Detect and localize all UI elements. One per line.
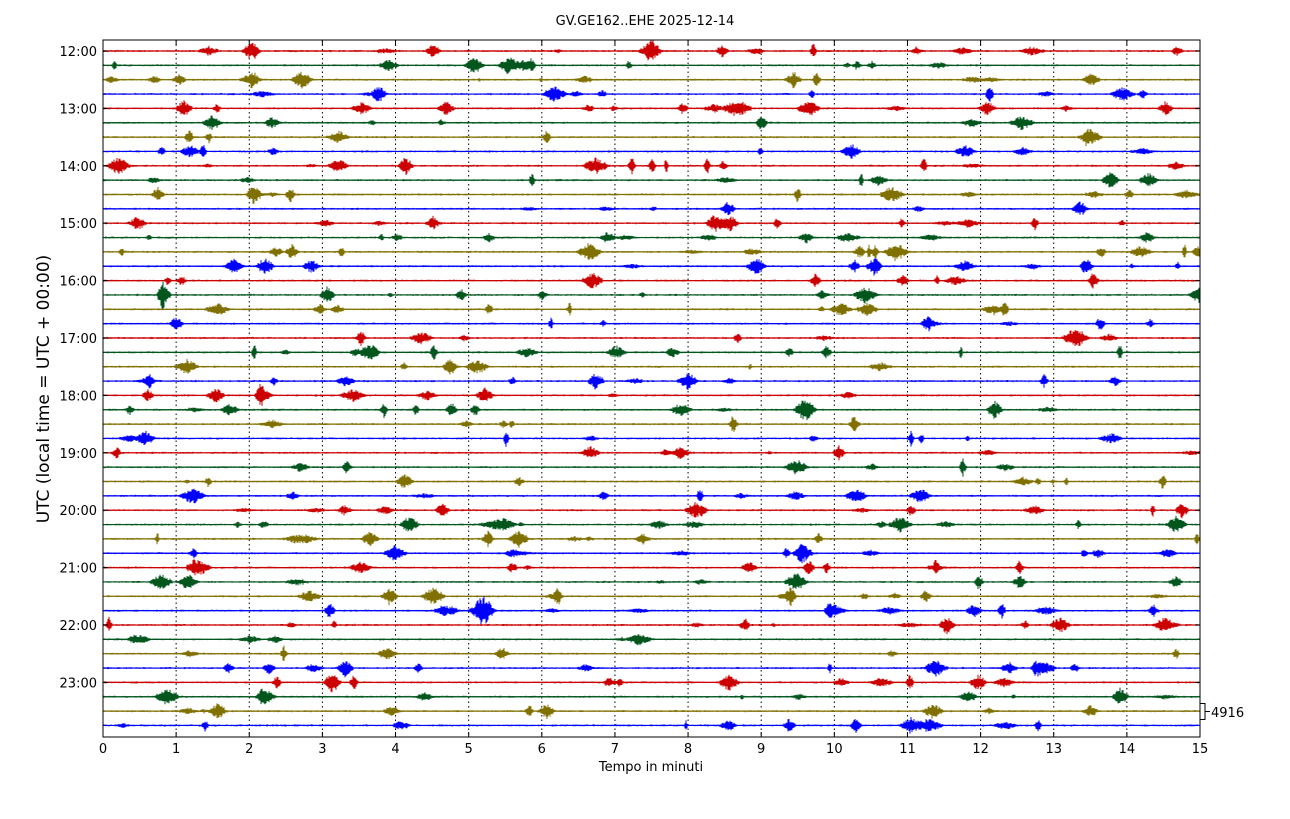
y-tick-label: 23:00 [60, 676, 97, 691]
trace-line [102, 187, 1201, 204]
y-tick-label: 22:00 [60, 619, 97, 634]
trace-line [102, 39, 1201, 61]
x-tick-label: 12 [972, 742, 989, 757]
x-axis-label: Tempo in minuti [598, 760, 703, 775]
chart-title: GV.GE162..EHE 2025-12-14 [556, 14, 735, 29]
x-tick-label: 10 [826, 742, 843, 757]
x-tick-label: 6 [538, 742, 546, 757]
trace-line [102, 573, 1201, 589]
x-tick-label: 13 [1045, 742, 1062, 757]
scale-bar-label: 4916 [1211, 706, 1244, 721]
x-tick-label: 5 [465, 742, 473, 757]
trace-line [102, 660, 1201, 678]
y-tick-label: 21:00 [60, 562, 97, 577]
trace-line [102, 258, 1201, 276]
y-tick-label: 13:00 [60, 102, 97, 117]
x-axis: 0 1 2 3 4 5 6 7 8 9 10 11 12 13 14 15 [99, 40, 1208, 757]
x-tick-label: 14 [1119, 742, 1136, 757]
x-tick-label: 15 [1192, 742, 1209, 757]
y-tick-label: 15:00 [60, 217, 97, 232]
y-axis-label: UTC (local time = UTC + 00:00) [34, 255, 54, 524]
x-tick-label: 8 [684, 742, 692, 757]
x-tick-label: 2 [245, 742, 253, 757]
y-tick-label: 18:00 [60, 389, 97, 404]
x-tick-label: 4 [391, 742, 399, 757]
x-tick-label: 7 [611, 742, 619, 757]
trace-line [102, 400, 1201, 421]
x-tick-label: 9 [757, 742, 765, 757]
y-tick-label: 12:00 [60, 45, 97, 60]
trace-line [102, 674, 1201, 693]
scale-bar-bracket [1200, 703, 1206, 720]
y-tick-label: 16:00 [60, 275, 97, 290]
x-tick-label: 3 [318, 742, 326, 757]
y-tick-label: 20:00 [60, 504, 97, 519]
y-tick-label: 19:00 [60, 447, 97, 462]
trace-group [102, 39, 1201, 734]
y-tick-label: 14:00 [60, 160, 97, 175]
y-tick-label: 17:00 [60, 332, 97, 347]
x-tick-label: 1 [172, 742, 180, 757]
plot-frame [102, 39, 1201, 738]
y-axis: 12:00 13:00 14:00 15:00 16:00 17:00 18:00 19:00… [60, 45, 1200, 691]
grid-lines [175, 40, 1128, 737]
x-tick-label: 0 [99, 742, 107, 757]
trace-line [102, 687, 1201, 705]
x-tick-label: 11 [899, 742, 916, 757]
amplitude-scale-bar: 4916 [1200, 703, 1244, 721]
